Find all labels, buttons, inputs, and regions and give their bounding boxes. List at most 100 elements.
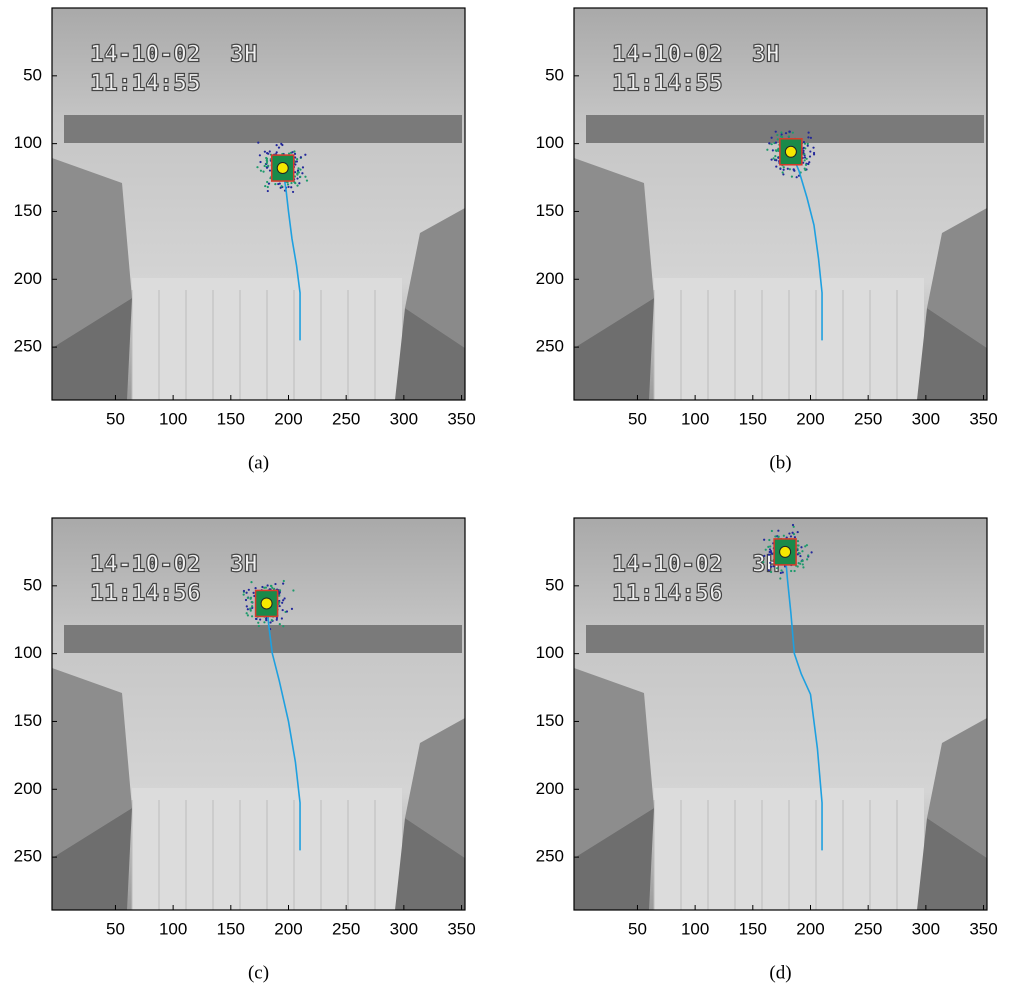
particle [296,185,298,187]
y-tick-label: 100 [536,133,564,152]
particle [277,183,279,185]
x-tick-label: 50 [106,919,125,938]
particle [792,524,794,526]
x-tick-label: 150 [217,409,245,428]
osd-time: 11:14:56 [90,581,201,607]
particle [781,136,783,138]
particle [249,598,251,600]
particle [782,171,784,173]
particle [793,169,795,171]
particle [296,160,298,162]
particle [299,169,301,171]
particle [259,618,261,620]
caption: (c) [248,962,269,983]
particle [261,586,263,588]
particle [788,130,790,132]
particle [769,562,771,564]
particle [775,142,777,144]
particle [245,599,247,601]
particle [776,567,778,569]
particle [269,621,271,623]
particle [246,605,248,607]
y-tick-label: 100 [14,643,42,662]
particle [803,141,805,143]
particle [292,589,294,591]
particle [783,535,785,537]
y-tick-label: 200 [14,269,42,288]
particle [266,181,268,183]
particle [808,132,810,134]
x-tick-label: 200 [796,919,824,938]
particle [264,151,266,153]
particle [770,566,772,568]
particle [799,555,801,557]
particle [770,159,772,161]
particle [806,158,808,160]
particle [259,161,261,163]
particle [270,585,272,587]
caption: (b) [769,452,791,473]
particle [796,176,798,178]
particle [802,563,804,565]
particle [769,545,771,547]
overlay-bar [64,115,462,143]
particle [269,169,271,171]
target [780,546,791,557]
particle [802,566,804,568]
y-tick-label: 50 [545,65,564,84]
particle [249,607,251,609]
particle [778,536,780,538]
particle [260,170,262,172]
y-tick-label: 150 [536,711,564,730]
y-tick-label: 50 [23,65,42,84]
y-tick-label: 200 [536,779,564,798]
x-tick-label: 250 [854,409,882,428]
osd-channel: 3H [752,42,780,68]
particle [298,182,300,184]
particle [264,185,266,187]
particle [771,530,773,532]
particle [797,540,799,542]
particle [250,610,252,612]
particle [787,168,789,170]
y-tick-label: 50 [23,575,42,594]
particle [768,142,770,144]
osd-date: 14-10-02 [612,42,723,68]
particle [780,131,782,133]
particle [245,592,247,594]
particle [765,549,767,551]
x-tick-label: 100 [681,919,709,938]
particle [287,186,289,188]
osd-channel: 3H [230,552,258,578]
particle [776,134,778,136]
particle [263,621,265,623]
particle [291,151,293,153]
particle [291,608,293,610]
x-tick-label: 300 [390,919,418,938]
particle [794,536,796,538]
particle [772,149,774,151]
particle [768,539,770,541]
x-tick-label: 150 [739,409,767,428]
particle [247,614,249,616]
particle [268,182,270,184]
particle [801,550,803,552]
particle [282,599,284,601]
particle [279,605,281,607]
camera-image: 14-10-023H11:14:55 [52,8,465,400]
x-tick-label: 300 [912,409,940,428]
particle [807,136,809,138]
x-tick-label: 200 [796,409,824,428]
particle [252,592,254,594]
x-tick-label: 100 [159,919,187,938]
particle [782,571,784,573]
particle [274,583,276,585]
page: {"axes": {"xlim": [-5, 353], "ylim": [0,… [0,0,1014,992]
y-tick-label: 250 [536,337,564,356]
y-tick-label: 150 [14,711,42,730]
particle [301,172,303,174]
x-tick-label: 100 [681,409,709,428]
particle [266,152,268,154]
y-tick-label: 200 [14,779,42,798]
particle [782,173,784,175]
